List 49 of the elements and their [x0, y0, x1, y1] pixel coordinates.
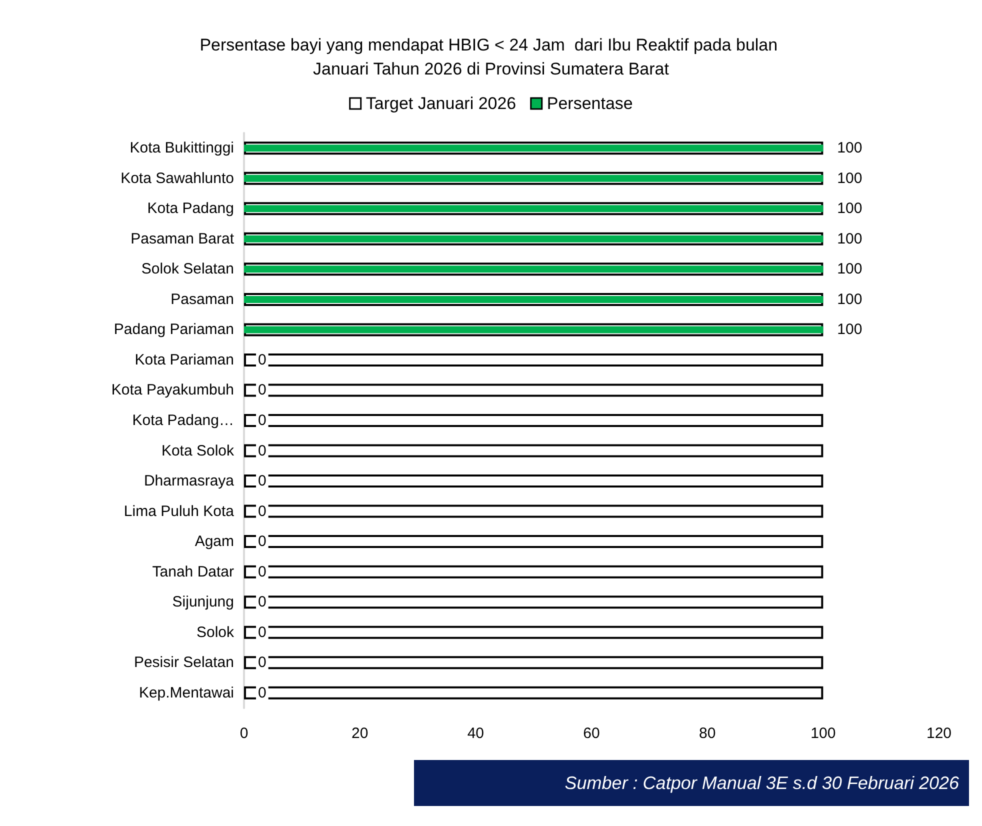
x-tick-label: 100 — [810, 725, 836, 742]
y-tick-label: Kota Payakumbuh — [111, 382, 234, 399]
y-tick-label: Solok — [196, 624, 234, 641]
data-label: 0 — [258, 472, 266, 490]
x-tick-label: 60 — [583, 725, 600, 742]
x-tick-label: 40 — [467, 725, 484, 742]
y-tick-label: Kota Bukittinggi — [130, 140, 234, 157]
y-tick-label: Pasaman — [170, 290, 234, 308]
data-label: 100 — [837, 230, 862, 248]
y-tick-label: Sijunjung — [172, 594, 234, 611]
data-label: 0 — [258, 594, 266, 611]
x-tick-label: 120 — [926, 725, 952, 742]
data-label: 100 — [837, 321, 862, 338]
y-tick-label: Tanah Datar — [152, 563, 234, 580]
data-label: 0 — [258, 351, 266, 368]
data-label: 0 — [258, 442, 266, 460]
y-tick-label: Padang Pariaman — [114, 321, 234, 338]
legend-label: Target Januari 2026 — [366, 94, 516, 113]
x-tick-label: 20 — [351, 725, 368, 742]
data-label: 0 — [258, 684, 266, 702]
data-label: 0 — [258, 382, 266, 399]
data-label: 0 — [258, 533, 266, 550]
y-tick-label: Agam — [194, 533, 234, 550]
data-label: 0 — [258, 654, 266, 672]
y-tick-label: Dharmasraya — [144, 472, 235, 490]
data-label: 100 — [837, 290, 862, 308]
y-tick-label: Solok Selatan — [141, 260, 234, 278]
data-label: 0 — [258, 624, 266, 641]
data-label: 100 — [837, 200, 862, 218]
y-tick-label: Pasaman Barat — [130, 230, 235, 248]
x-tick-label: 0 — [240, 725, 248, 742]
text: Sumber : Catpor Manual 3E s.d 30 Februari 2026 — [564, 773, 960, 793]
x-tick-label: 80 — [698, 725, 716, 742]
data-label: 0 — [258, 563, 266, 580]
y-tick-label: Lima Puluh Kota — [124, 502, 235, 520]
y-tick-label: Kep.Mentawai — [138, 684, 234, 702]
y-tick-label: Kota Pariaman — [134, 351, 234, 368]
y-tick-label: Kota Sawahlunto — [120, 170, 234, 187]
chart-title: Persentase bayi yang mendapat HBIG < 24 Jam dari Ibu Reaktif pada bulan Januari Tahun 2026 di Provinsi Sumatera Barat — [200, 36, 782, 78]
y-tick-label: Kota Solok — [161, 442, 234, 460]
data-label: 100 — [837, 170, 862, 187]
y-tick-label: Kota Padang… — [132, 412, 234, 429]
y-tick-label: Kota Padang — [147, 200, 234, 218]
legend-label: Persentase — [546, 94, 633, 113]
y-tick-label: Pesisir Selatan — [134, 654, 234, 672]
data-label: 0 — [258, 502, 266, 520]
data-label: 100 — [837, 140, 862, 157]
data-label: 0 — [258, 412, 266, 429]
data-label: 100 — [837, 260, 862, 278]
